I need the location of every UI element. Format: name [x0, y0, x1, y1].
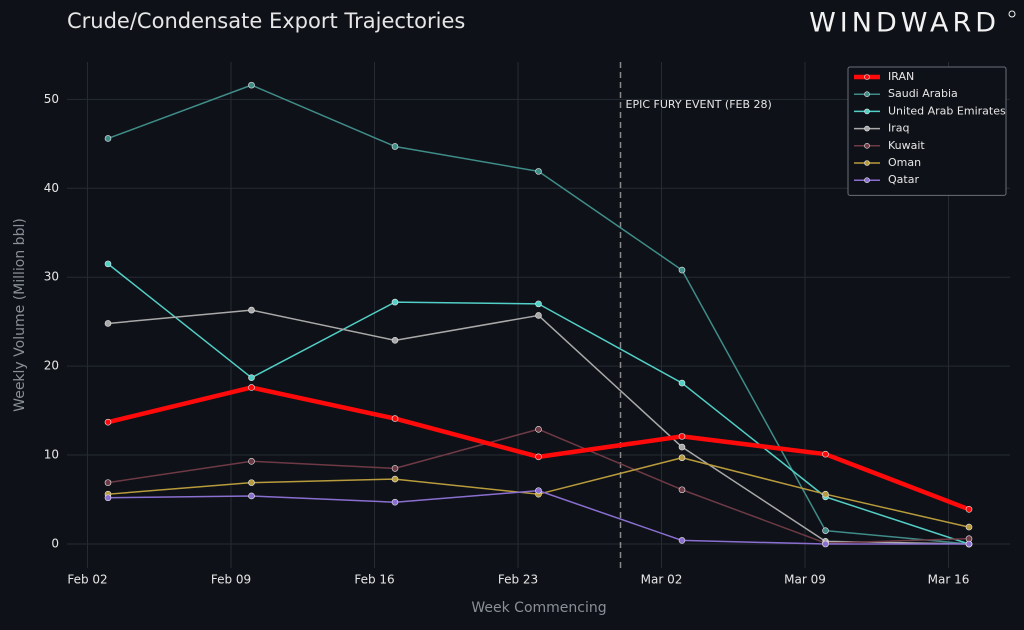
data-point [248, 492, 255, 500]
data-point [678, 443, 686, 451]
data-point [822, 490, 829, 498]
x-tick-label: Mar 16 [928, 573, 970, 587]
y-tick-label: 30 [44, 270, 59, 284]
data-point [965, 540, 973, 548]
y-tick-label: 20 [44, 359, 59, 373]
data-point [391, 298, 399, 306]
data-point [678, 454, 686, 462]
legend-label: Qatar [888, 173, 919, 186]
legend-label: Oman [888, 156, 921, 169]
data-point [391, 415, 399, 422]
legend-label: Iraq [888, 122, 910, 135]
x-tick-label: Feb 09 [211, 573, 251, 587]
data-point [248, 384, 255, 391]
data-point [248, 306, 255, 314]
data-point [248, 81, 255, 89]
data-point [104, 494, 112, 502]
data-point [535, 300, 542, 308]
data-point [248, 479, 255, 486]
legend: IRAN Saudi Arabia United Arab Emirates Iraq… [847, 66, 1007, 196]
data-point [391, 475, 399, 483]
data-point [391, 498, 399, 506]
data-point [104, 135, 112, 142]
legend-marker [864, 177, 870, 183]
data-point [822, 540, 829, 548]
data-point [391, 465, 399, 472]
legend-label: United Arab Emirates [888, 104, 1006, 117]
legend-label: Saudi Arabia [888, 87, 958, 100]
data-point [391, 143, 399, 150]
x-tick-label: Mar 02 [641, 573, 683, 587]
data-point [104, 260, 112, 268]
data-point [678, 266, 686, 274]
data-point [104, 418, 112, 426]
data-point [965, 523, 973, 531]
legend-marker [864, 143, 870, 149]
data-point [248, 457, 255, 465]
data-point [535, 312, 542, 319]
data-point [822, 527, 829, 534]
legend-marker [864, 74, 870, 80]
data-point [248, 374, 255, 381]
event-label: EPIC FURY EVENT (FEB 28) [626, 98, 772, 111]
data-point [678, 486, 686, 494]
legend-marker [864, 160, 870, 166]
brand-logo: WINDWARD [809, 8, 1000, 39]
data-point [678, 379, 686, 387]
chart-title: Crude/Condensate Export Trajectories [67, 9, 465, 33]
legend-box [847, 66, 1007, 196]
y-tick-label: 10 [44, 448, 59, 462]
logo-mark [1008, 10, 1016, 18]
data-point [535, 425, 542, 433]
x-tick-label: Mar 09 [784, 573, 826, 587]
data-point [822, 450, 829, 458]
x-tick-label: Feb 02 [67, 573, 107, 587]
x-tick-label: Feb 23 [498, 573, 538, 587]
data-point [965, 506, 973, 513]
y-axis-label: Weekly Volume (Million bbl) [12, 218, 28, 412]
data-point [535, 453, 542, 461]
legend-label: IRAN [888, 70, 914, 83]
y-tick-label: 0 [51, 536, 59, 550]
data-point [104, 479, 112, 486]
data-point [678, 537, 686, 544]
data-point [535, 168, 542, 175]
legend-marker [864, 125, 870, 132]
x-axis-label: Week Commencing [471, 600, 606, 616]
legend-label: Kuwait [888, 139, 925, 152]
data-point [678, 433, 686, 440]
data-point [535, 487, 542, 494]
legend-marker [864, 91, 870, 97]
legend-marker [864, 108, 870, 115]
y-tick-label: 40 [44, 181, 59, 195]
x-tick-label: Feb 16 [354, 573, 394, 587]
y-tick-label: 50 [44, 92, 59, 106]
data-point [104, 320, 112, 327]
data-point [391, 337, 399, 344]
